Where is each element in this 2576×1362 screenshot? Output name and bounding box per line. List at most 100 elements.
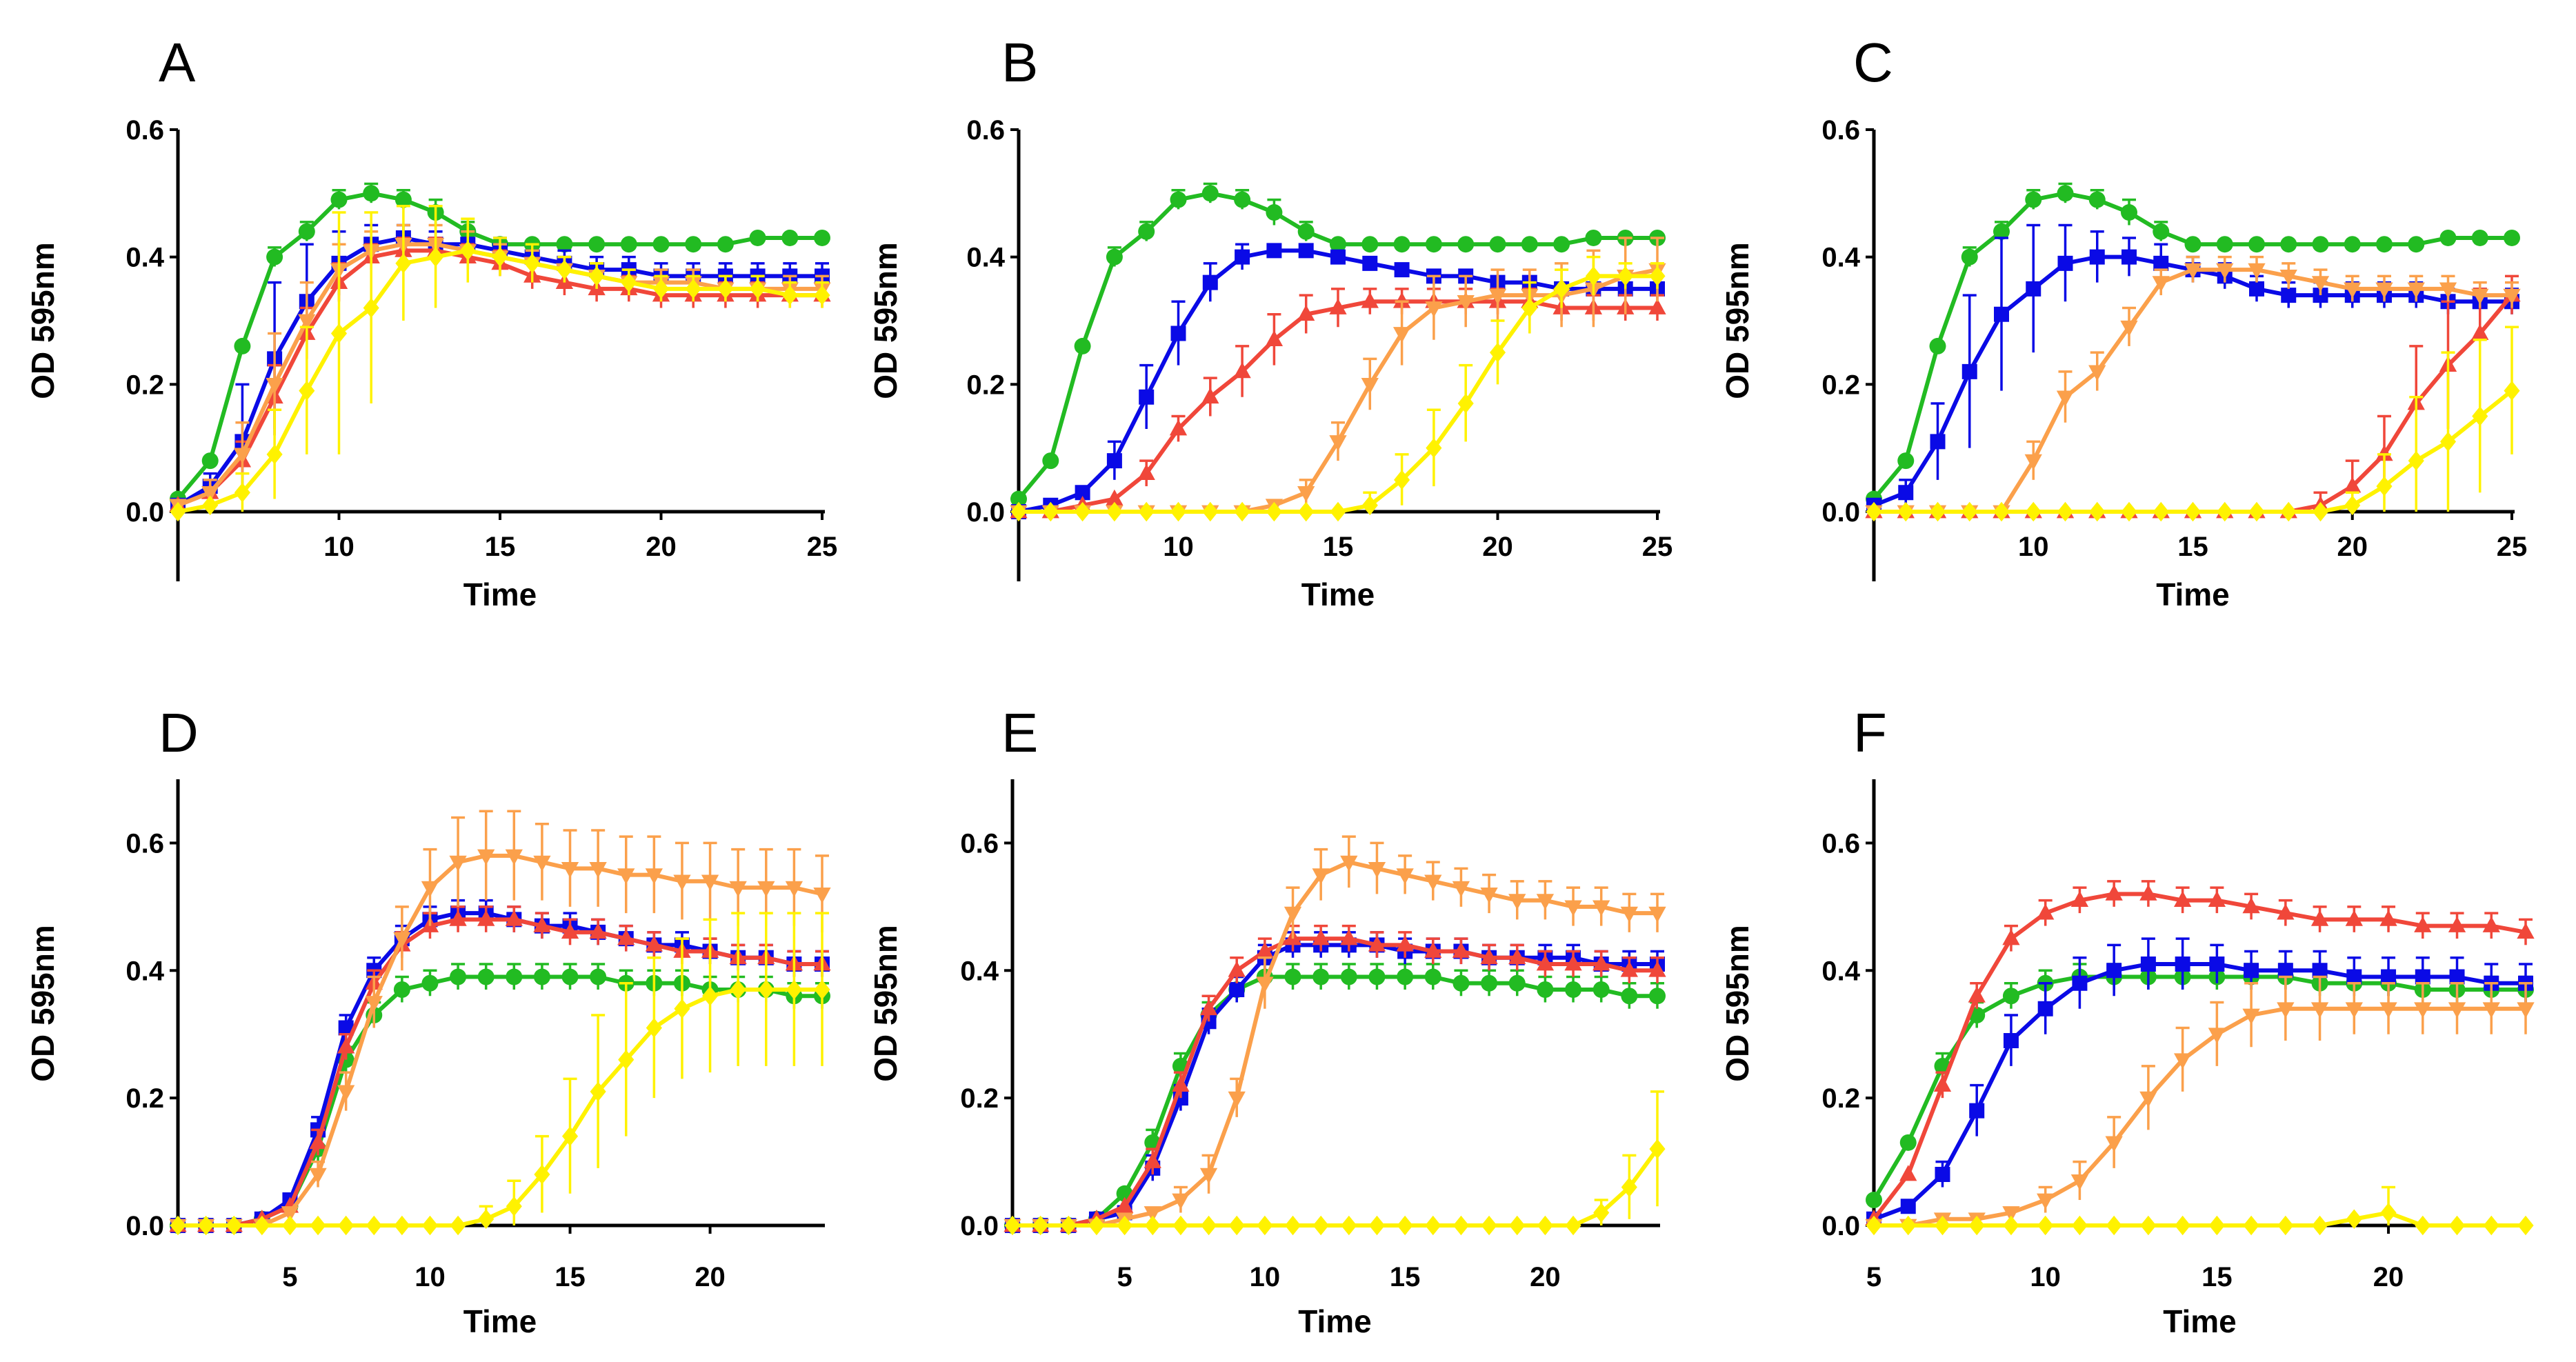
series-line-blue	[178, 911, 822, 1228]
data-point	[2312, 1215, 2328, 1236]
data-point	[1424, 874, 1442, 891]
data-point	[421, 1215, 439, 1236]
y-tick-label: 0.6	[966, 115, 1005, 146]
x-tick-label: 20	[695, 1262, 726, 1292]
data-point	[1330, 501, 1346, 522]
data-point	[1993, 501, 2010, 522]
data-point	[505, 849, 523, 865]
data-point	[477, 849, 495, 865]
panel-letter: A	[159, 32, 196, 93]
data-point	[2277, 963, 2293, 979]
data-point	[1228, 961, 1246, 977]
data-point	[1256, 941, 1274, 958]
data-point	[2310, 1002, 2329, 1019]
data-point	[2415, 969, 2430, 985]
data-point	[266, 377, 283, 394]
data-point	[1620, 961, 1638, 977]
data-point	[1452, 941, 1470, 958]
data-point	[1536, 954, 1555, 971]
data-point	[2106, 1215, 2122, 1236]
data-point	[1393, 236, 1410, 253]
data-point	[674, 999, 690, 1019]
data-point	[673, 874, 691, 891]
data-point	[702, 985, 719, 1006]
data-point	[1930, 434, 1946, 450]
data-point	[645, 868, 663, 885]
x-tick-label: 10	[1163, 532, 1194, 562]
data-point	[1392, 292, 1411, 308]
data-point	[1233, 362, 1251, 379]
data-point	[202, 495, 219, 516]
y-tick-label: 0.0	[1821, 497, 1860, 528]
data-point	[2070, 1174, 2089, 1191]
data-point	[477, 910, 495, 926]
data-point	[1397, 1215, 1413, 1236]
panel-b: B 0.0 0.2 0.4 0.6 10 15 20 25 Time OD 595nm	[868, 32, 1673, 612]
data-point	[2037, 1215, 2054, 1236]
data-point	[2375, 282, 2393, 299]
data-point	[1234, 501, 1250, 522]
data-point	[2216, 236, 2233, 253]
x-tick-label: 15	[485, 532, 516, 562]
data-point	[1394, 470, 1410, 490]
data-point	[450, 968, 467, 985]
y-tick-label: 0.6	[1821, 115, 1860, 146]
data-point	[266, 444, 283, 465]
data-point	[533, 968, 550, 985]
data-point	[1234, 191, 1251, 208]
series-blue	[1011, 243, 1665, 519]
data-point	[2152, 276, 2170, 292]
y-tick-label: 0.0	[126, 1211, 164, 1241]
series-orange	[1010, 237, 1666, 521]
x-tick-label: 15	[2177, 532, 2208, 562]
data-point	[393, 981, 410, 999]
data-point	[1426, 438, 1442, 458]
data-point	[1228, 1091, 1246, 1108]
data-point	[1649, 1139, 1666, 1159]
data-point	[2311, 276, 2330, 292]
data-point	[1537, 1215, 1553, 1236]
data-point	[1229, 982, 1245, 998]
data-point	[337, 1037, 355, 1054]
series-line-orange	[178, 853, 823, 1228]
y-tick-label: 0.4	[1821, 243, 1860, 273]
data-point	[1585, 266, 1601, 286]
data-point	[201, 485, 219, 503]
data-point	[2408, 236, 2425, 253]
data-point	[2026, 281, 2041, 297]
x-tick-label: 10	[323, 532, 355, 562]
data-point	[1452, 1215, 1469, 1236]
data-point	[652, 236, 670, 253]
data-point	[2121, 249, 2137, 265]
data-point	[1312, 968, 1330, 985]
data-point	[618, 1050, 635, 1070]
data-point	[2037, 1193, 2055, 1210]
data-point	[1648, 298, 1666, 314]
data-point	[226, 1215, 242, 1236]
data-point	[620, 236, 637, 253]
data-point	[1866, 1192, 1882, 1209]
series-yellow	[1004, 1090, 1666, 1236]
data-point	[1509, 1215, 1526, 1236]
data-point	[2088, 191, 2106, 208]
data-point	[1649, 988, 1666, 1005]
panel-letter: E	[1001, 702, 1038, 763]
data-point	[2415, 1215, 2431, 1236]
data-point	[1899, 1134, 1917, 1151]
data-point	[2056, 390, 2075, 407]
x-tick-label: 15	[2201, 1262, 2233, 1292]
data-point	[2517, 1002, 2535, 1019]
data-point	[1489, 342, 1506, 363]
data-point	[2379, 1002, 2397, 1019]
data-point	[393, 932, 411, 948]
data-point	[588, 266, 605, 286]
data-point	[2277, 903, 2295, 920]
y-tick-label: 0.6	[1821, 828, 1860, 859]
data-point	[2439, 229, 2457, 246]
data-point	[2140, 1215, 2157, 1236]
data-point	[459, 241, 476, 261]
data-point	[2173, 1053, 2192, 1070]
data-point	[1266, 501, 1282, 522]
data-point	[1452, 881, 1470, 897]
